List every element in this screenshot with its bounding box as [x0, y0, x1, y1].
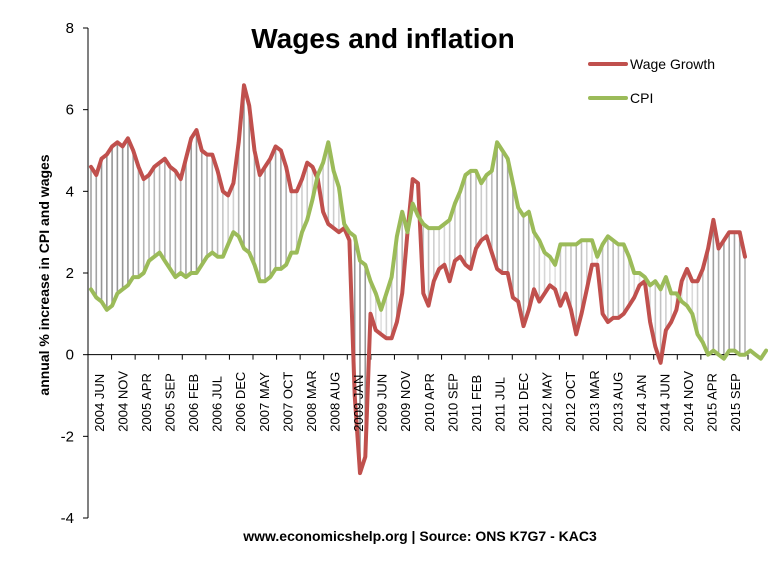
x-tick-label: 2011 DEC — [516, 373, 531, 432]
x-tick-label: 2007 MAY — [257, 372, 272, 432]
legend: Wage Growth CPI — [588, 56, 715, 106]
y-tick-label: 6 — [66, 102, 74, 119]
y-tick-label: -4 — [61, 510, 74, 527]
axes — [83, 27, 749, 519]
x-tick-label: 2005 SEP — [163, 373, 178, 432]
y-tick-label: 2 — [66, 265, 74, 282]
x-tick-label: 2014 NOV — [681, 371, 696, 432]
y-tick-label: 8 — [66, 20, 74, 37]
x-tick-label: 2004 JUN — [92, 374, 107, 432]
y-tick-labels: -4 -2 0 2 4 6 8 — [61, 20, 74, 527]
chart-title: Wages and inflation — [251, 23, 514, 54]
x-tick-label: 2015 SEP — [728, 373, 743, 432]
x-tick-label: 2012 OCT — [563, 372, 578, 432]
x-tick-labels: 2004 JUN 2004 NOV 2005 APR 2005 SEP 2006 FEB… — [92, 370, 743, 431]
x-tick-label: 2014 JUN — [658, 374, 673, 432]
gap-fill-lines — [90, 85, 746, 474]
x-tick-label: 2006 FEB — [186, 374, 201, 432]
x-tick-label: 2011 JUL — [493, 377, 508, 432]
legend-label-cpi: CPI — [630, 90, 653, 106]
x-tick-label: 2005 APR — [139, 373, 154, 432]
x-tick-label: 2004 NOV — [115, 371, 130, 432]
x-tick-label: 2010 SEP — [445, 373, 460, 432]
series-lines — [89, 83, 768, 476]
y-tick-label: -2 — [61, 428, 74, 445]
x-tick-label: 2009 NOV — [398, 371, 413, 432]
series-line-cpi — [89, 140, 768, 361]
x-tick-label: 2012 MAY — [540, 372, 555, 432]
y-axis-label: annual % increase in CPI and wages — [36, 154, 52, 395]
x-tick-label: 2013 AUG — [610, 372, 625, 432]
x-tick-label: 2014 JAN — [634, 375, 649, 432]
x-tick-label: 2008 MAR — [304, 370, 319, 431]
x-tick-label: 2015 APR — [705, 373, 720, 432]
series-line-wage-growth — [89, 83, 747, 476]
x-tick-label: 2007 OCT — [280, 372, 295, 432]
legend-label-wage-growth: Wage Growth — [630, 56, 715, 72]
x-tick-label: 2010 APR — [422, 373, 437, 432]
y-tick-label: 0 — [66, 347, 74, 364]
x-tick-label: 2011 FEB — [469, 375, 484, 432]
y-tick-label: 4 — [66, 183, 74, 200]
source-note: www.economicshelp.org | Source: ONS K7G7… — [242, 528, 597, 544]
x-tick-label: 2009 JAN — [351, 375, 366, 432]
x-tick-label: 2013 MAR — [587, 370, 602, 431]
x-tick-label: 2009 JUN — [375, 374, 390, 432]
x-tick-label: 2006 DEC — [233, 372, 248, 432]
x-tick-label: 2006 JUL — [210, 376, 225, 432]
x-tick-label: 2008 AUG — [328, 372, 343, 432]
